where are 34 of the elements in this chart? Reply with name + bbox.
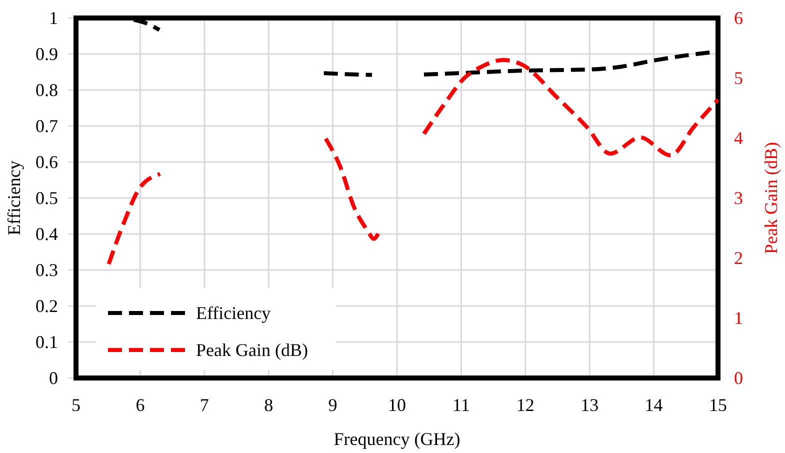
y-tick-label: 0.9 [36, 44, 58, 64]
legend-label: Efficiency [196, 303, 271, 323]
y-tick-label: 1 [49, 8, 58, 28]
y-axis-title: Efficiency [4, 160, 24, 236]
y2-axis-title: Peak Gain (dB) [761, 142, 781, 254]
y2-tick-label: 1 [734, 308, 743, 328]
x-tick-label: 15 [709, 394, 727, 415]
y-tick-label: 0.8 [36, 80, 58, 100]
x-tick-label: 11 [452, 394, 470, 415]
y2-tick-label: 5 [734, 68, 743, 88]
y-tick-label: 0.4 [36, 224, 58, 244]
y-tick-label: 0.2 [36, 296, 58, 316]
x-tick-label: 14 [644, 394, 663, 415]
x-tick-label: 6 [136, 394, 145, 415]
y2-tick-label: 0 [734, 368, 743, 388]
x-tick-label: 7 [200, 394, 209, 415]
y-tick-label: 0 [49, 368, 58, 388]
y-tick-label: 0.5 [36, 188, 58, 208]
y-tick-label: 0.3 [36, 260, 58, 280]
x-tick-label: 9 [328, 394, 338, 415]
y-tick-label: 0.6 [36, 152, 58, 172]
x-tick-label: 5 [72, 394, 80, 415]
x-tick-label: 13 [580, 394, 599, 415]
x-axis-title: Frequency (GHz) [334, 429, 460, 449]
y-tick-label: 0.1 [36, 332, 58, 352]
y2-tick-label: 4 [734, 128, 743, 148]
y2-tick-label: 3 [734, 188, 743, 208]
legend-label: Peak Gain (dB) [196, 340, 308, 360]
x-tick-label: 12 [516, 394, 534, 415]
y2-tick-label: 2 [734, 248, 743, 268]
x-tick-label: 8 [264, 394, 274, 415]
y-tick-label: 0.7 [36, 116, 58, 136]
y2-tick-label: 6 [734, 8, 743, 28]
x-tick-label: 10 [388, 394, 406, 415]
